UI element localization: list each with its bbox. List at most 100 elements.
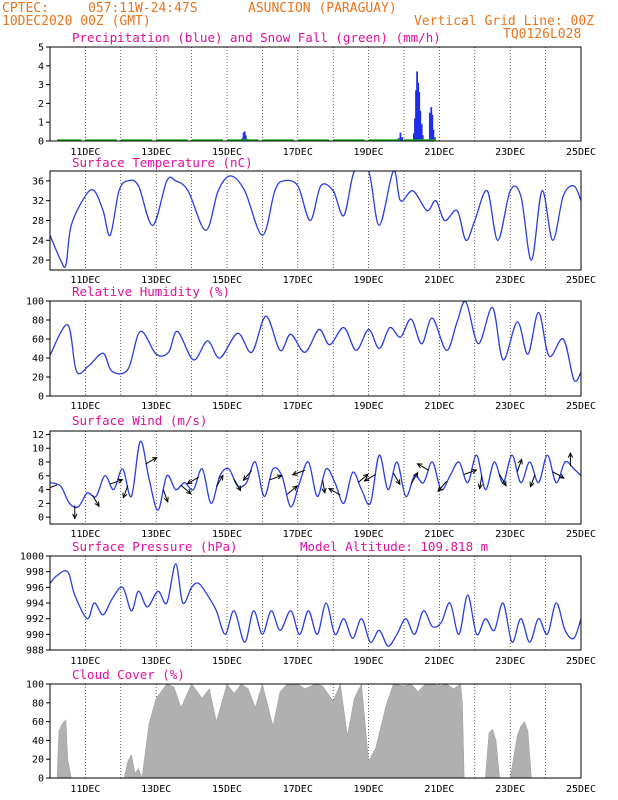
wind-arrow — [92, 494, 100, 507]
wind-arrow — [410, 472, 419, 485]
wind-arrow — [464, 469, 477, 475]
y-tick-label: 24 — [32, 236, 44, 247]
y-tick-label: 40 — [32, 736, 44, 747]
x-tick-label: 19DEC — [354, 656, 384, 667]
precipitation-bar — [399, 132, 402, 141]
y-tick-label: 992 — [26, 614, 44, 625]
panel-frame — [49, 300, 582, 397]
x-tick-label: 21DEC — [424, 656, 454, 667]
panel-title: Surface Pressure (hPa) — [72, 539, 238, 554]
series-group — [50, 684, 581, 778]
y-tick-label: 0 — [38, 774, 44, 785]
x-tick-label: 13DEC — [141, 656, 171, 667]
precipitation-bar — [432, 129, 435, 141]
panel-1: 0 1 2 3 4 5 11DEC 13DEC 15DEC 17DEC 19DEC 21DEC 23DE… — [38, 30, 596, 158]
y-tick-label: 5 — [38, 43, 44, 54]
wind-arrow — [552, 471, 565, 479]
header-station: ASUNCION (PARAGUAY) — [248, 1, 397, 16]
x-tick-label: 15DEC — [212, 401, 242, 412]
wind-arrow-head — [437, 486, 443, 493]
wind-arrow — [187, 476, 199, 485]
wind-arrow-head — [529, 481, 535, 488]
precipitation-bar — [416, 71, 418, 141]
y-tick-label: 998 — [26, 567, 44, 578]
panel-4: 0 2 4 6 8 10 12 11DEC 13DEC 15DEC 17DEC 19DEC 21DEC 2… — [32, 413, 596, 540]
series-group — [50, 301, 581, 382]
x-tick-label: 21DEC — [424, 401, 454, 412]
precipitation-bar — [419, 110, 422, 141]
series-line — [50, 301, 581, 382]
y-tick-label: 28 — [32, 216, 44, 227]
series-line — [50, 563, 581, 647]
y-tick-label: 4 — [38, 61, 44, 72]
y-tick-label: 10 — [32, 444, 44, 455]
x-tick-label: 17DEC — [283, 529, 313, 540]
x-tick-label: 19DEC — [354, 401, 384, 412]
x-tick-label: 19DEC — [354, 147, 384, 158]
precipitation-bar — [244, 135, 247, 141]
y-tick-label: 36 — [32, 176, 44, 187]
wind-arrow-head — [72, 513, 78, 520]
wind-arrow — [479, 475, 483, 489]
panel-frame — [49, 555, 582, 651]
header: CPTEC: 057:11W-24:47S ASUNCION (PARAGUAY… — [2, 1, 594, 42]
wind-arrow-head — [477, 483, 483, 490]
x-tick-label: 13DEC — [141, 784, 171, 795]
y-tick-label: 0 — [38, 513, 44, 524]
y-tick-label: 100 — [26, 297, 44, 308]
wind-arrow-head — [413, 471, 419, 478]
x-tick-label: 25DEC — [566, 656, 596, 667]
wind-arrow — [180, 485, 192, 495]
cloud-cover-area — [50, 684, 581, 778]
x-tick-label: 11DEC — [70, 147, 100, 158]
panel-title: Cloud Cover (%) — [72, 667, 185, 682]
series-group — [50, 440, 581, 520]
wind-arrow-head — [117, 478, 124, 484]
precipitation-bar — [414, 118, 416, 141]
wind-arrow — [530, 474, 536, 487]
x-tick-label: 25DEC — [566, 401, 596, 412]
x-tick-label: 17DEC — [283, 656, 313, 667]
x-tick-label: 17DEC — [283, 147, 313, 158]
wind-arrow-head — [242, 475, 249, 482]
wind-arrow — [243, 469, 253, 481]
wind-arrow — [286, 485, 298, 495]
panel-title: Surface Temperature (nC) — [72, 155, 253, 170]
x-tick-label: 15DEC — [212, 656, 242, 667]
header-init-time: 10DEC2020 00Z (GMT) — [2, 14, 151, 29]
x-tick-label: 13DEC — [141, 401, 171, 412]
y-tick-label: 6 — [38, 471, 44, 482]
panel-3: 0 20 40 60 80 100 11DEC 13DEC 15DEC 17DEC 19DEC 21D… — [26, 284, 596, 412]
panel-5: 988 990 992 994 996 998 1000 11DEC 13DEC 15DEC 17D… — [20, 539, 596, 667]
x-tick-label: 11DEC — [70, 784, 100, 795]
x-tick-label: 11DEC — [70, 656, 100, 667]
y-tick-label: 2 — [38, 499, 44, 510]
header-model-code: TQ0126L028 — [503, 27, 581, 42]
wind-arrow — [162, 489, 169, 502]
precipitation-bar — [418, 92, 421, 141]
wind-arrow — [322, 479, 326, 493]
y-tick-label: 0 — [38, 137, 44, 148]
x-tick-label: 21DEC — [424, 275, 454, 286]
precipitation-bar — [417, 82, 420, 141]
model-altitude-label: Model Altitude: 109.818 m — [300, 539, 488, 554]
precipitation-bar — [242, 132, 245, 141]
wind-arrow-head — [236, 485, 242, 492]
precipitation-bar — [243, 131, 246, 141]
wind-arrow-head — [501, 480, 507, 487]
wind-arrow — [437, 480, 447, 492]
wind-arrow-head — [186, 479, 193, 485]
wind-arrow-head — [218, 474, 224, 481]
y-tick-label: 60 — [32, 335, 44, 346]
wind-arrow — [269, 474, 282, 481]
x-tick-label: 11DEC — [70, 275, 100, 286]
wind-arrow-head — [292, 485, 298, 491]
wind-arrow-head — [363, 476, 370, 482]
x-tick-label: 11DEC — [70, 529, 100, 540]
wind-arrow-head — [567, 451, 574, 458]
wind-arrow — [516, 459, 523, 472]
x-tick-label: 17DEC — [283, 784, 313, 795]
wind-arrow-head — [94, 501, 100, 508]
x-tick-label: 23DEC — [495, 147, 525, 158]
